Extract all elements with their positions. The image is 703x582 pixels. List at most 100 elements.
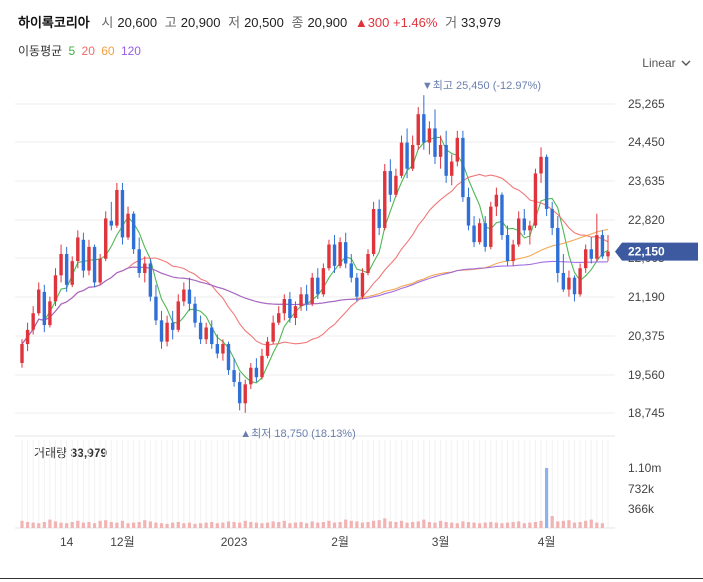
candle-body — [332, 244, 337, 266]
candle-body — [360, 272, 365, 297]
moving-average-line-5 — [21, 136, 609, 384]
candle-body — [606, 251, 610, 257]
candle-body — [293, 306, 298, 318]
candle-body — [59, 253, 63, 276]
scale-toggle-button[interactable]: Linear — [642, 56, 691, 70]
candle-body — [505, 235, 510, 262]
candle-body — [25, 329, 30, 345]
candle-body — [243, 384, 247, 404]
volume-bar — [299, 522, 303, 528]
low-label: 저 — [228, 15, 241, 30]
volume-bar — [204, 522, 208, 528]
x-tick-label: 12월 — [110, 535, 134, 549]
x-tick-label: 14 — [60, 535, 74, 549]
volume-bar — [584, 520, 588, 528]
x-tick-label: 2023 — [221, 535, 248, 549]
candle-body — [277, 313, 281, 323]
candle-body — [533, 173, 538, 226]
candle-body — [120, 190, 125, 238]
volume-bar — [171, 522, 175, 528]
volume-bar — [416, 521, 420, 528]
volume-bar — [383, 518, 387, 528]
open-value: 20,600 — [117, 15, 158, 30]
candle-body — [187, 289, 192, 304]
volume-bar — [143, 520, 147, 528]
ma-60-label[interactable]: 60 — [101, 44, 115, 58]
ma-5-label[interactable]: 5 — [68, 44, 76, 58]
bottom-divider — [0, 578, 703, 579]
candle-body — [539, 156, 543, 174]
volume-bar — [226, 521, 231, 528]
y-tick-label: 20,375 — [628, 329, 665, 343]
volume-bar — [42, 522, 46, 528]
volume-bar — [422, 519, 426, 528]
volume-bar — [59, 522, 63, 528]
moving-average-line-60 — [21, 228, 609, 345]
volume-bar — [489, 522, 493, 528]
candle-body — [477, 223, 482, 243]
volume-bar — [528, 522, 532, 528]
candle-body — [254, 367, 259, 378]
volume-bar — [349, 520, 353, 528]
volume-bar — [159, 523, 164, 528]
candle-body — [433, 128, 437, 157]
volume-bar — [578, 522, 582, 528]
y-tick-label: 18,745 — [628, 406, 665, 420]
candle-body — [271, 322, 275, 342]
volume-bar — [505, 522, 510, 528]
volume-bar — [87, 522, 91, 528]
candle-body — [81, 239, 86, 271]
volume-bar — [360, 522, 365, 528]
volume-bar — [137, 522, 141, 528]
candle-body — [70, 261, 74, 285]
ma-120-label[interactable]: 120 — [120, 44, 141, 58]
candle-body — [321, 268, 326, 295]
volume-bar — [433, 522, 437, 528]
volume-bar — [70, 522, 74, 528]
candle-body — [249, 367, 253, 385]
candle-body — [583, 249, 588, 269]
volume-bar — [25, 522, 30, 528]
candle-body — [572, 277, 577, 295]
volume-label: 거 — [445, 15, 458, 30]
volume-bar — [595, 522, 599, 528]
candle-body — [567, 277, 571, 290]
volume-bar — [399, 520, 404, 528]
close-value: 20,900 — [307, 15, 348, 30]
candle-body — [143, 263, 147, 273]
candle-body — [226, 344, 231, 371]
candle-body — [210, 327, 214, 345]
volume-bar — [109, 522, 113, 528]
candle-body — [148, 263, 153, 297]
candle-body — [416, 114, 420, 145]
volume-bar — [567, 520, 571, 528]
volume-bar — [238, 522, 242, 528]
volume-bar — [271, 521, 275, 528]
open-label: 시 — [101, 15, 114, 30]
close-label: 종 — [291, 15, 304, 30]
volume-bar — [282, 520, 286, 528]
volume-panel-label: 거래량 — [34, 446, 68, 460]
volume-bar — [316, 522, 320, 528]
ma-20-label[interactable]: 20 — [81, 44, 95, 58]
volume-bar — [210, 522, 214, 528]
candle-body — [455, 137, 460, 162]
candle-body — [170, 322, 175, 330]
candle-body — [517, 218, 521, 245]
volume-bar — [76, 520, 80, 528]
volume-bar — [600, 523, 605, 528]
chevron-down-icon — [681, 60, 691, 66]
volume-bar — [377, 520, 381, 528]
x-tick-label: 2월 — [331, 535, 349, 549]
candle-body — [115, 190, 119, 226]
volume-bar — [478, 523, 482, 528]
volume-bar — [556, 521, 560, 528]
candle-body — [109, 220, 113, 226]
volume-bar — [232, 522, 236, 528]
volume-bar — [366, 522, 370, 528]
volume-bar — [338, 522, 342, 528]
volume-bar — [20, 520, 24, 528]
y-tick-label: 23,635 — [628, 174, 665, 188]
x-tick-label: 4월 — [538, 535, 556, 549]
